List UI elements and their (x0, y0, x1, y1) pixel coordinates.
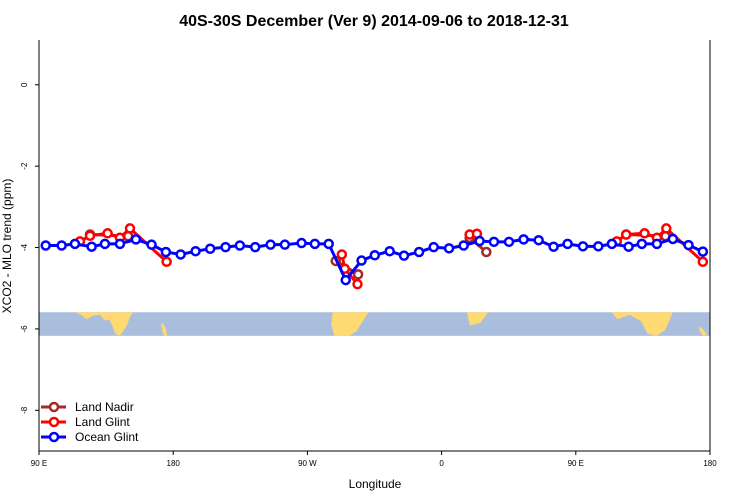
data-point (84, 230, 96, 241)
data-point (488, 236, 500, 248)
landmass (331, 312, 369, 336)
data-point (533, 234, 544, 246)
data-point (340, 274, 351, 286)
landmass (698, 326, 708, 336)
data-point (220, 241, 231, 253)
data-point (651, 238, 663, 250)
data-point (69, 238, 81, 250)
data-point (697, 246, 709, 257)
data-point (175, 249, 186, 260)
landmass (466, 312, 488, 326)
data-point (146, 239, 157, 250)
y-tick-label: 0 (20, 82, 29, 87)
data-point (309, 238, 321, 250)
data-point (384, 245, 395, 257)
data-point (296, 237, 307, 249)
data-point (503, 236, 515, 248)
data-point (518, 234, 529, 245)
data-point (130, 234, 142, 245)
y-tick-label: -6 (20, 325, 29, 333)
data-point (661, 223, 672, 234)
data-point (124, 223, 136, 234)
data-point (481, 246, 492, 258)
data-point (161, 256, 172, 268)
data-point (160, 246, 172, 258)
x-tick-label: 90 E (568, 459, 584, 468)
data-point (356, 255, 367, 266)
legend-marker (48, 401, 60, 413)
data-point (606, 238, 618, 250)
data-point (577, 241, 589, 252)
legend-marker (48, 431, 60, 443)
landmass (161, 322, 168, 336)
x-axis-label: Longitude (349, 477, 402, 491)
data-point (352, 278, 363, 290)
data-point (593, 241, 604, 252)
data-point (352, 269, 364, 280)
x-tick-label: 90 W (298, 459, 317, 468)
data-point (443, 243, 455, 254)
data-point (639, 228, 650, 239)
y-tick-label: -8 (20, 406, 29, 414)
data-point (413, 246, 425, 258)
data-point (86, 241, 97, 252)
x-tick-label: 180 (703, 459, 717, 468)
chart-title: 40S-30S December (Ver 9) 2014-09-06 to 2… (179, 13, 569, 30)
data-point (114, 238, 126, 250)
data-point (323, 238, 334, 250)
axes: 90 E 180 90 W 0 90 E 180 0 -2 -4 -6 -8 (20, 40, 717, 468)
series-layer (40, 223, 709, 290)
data-point (562, 238, 573, 250)
x-tick-label: 0 (439, 459, 444, 468)
data-point (265, 239, 276, 250)
data-point (398, 250, 410, 261)
x-tick-label: 90 E (31, 459, 47, 468)
data-point (204, 243, 216, 255)
data-point (190, 245, 201, 257)
data-point (548, 241, 559, 252)
series-ocean-glint (40, 233, 709, 286)
data-point (623, 241, 634, 252)
ocean-band (39, 312, 710, 336)
landmass (611, 312, 673, 336)
data-point (336, 249, 348, 260)
data-point (683, 239, 694, 251)
landmass (74, 312, 133, 336)
y-axis-label: XCO2 - MLO trend (ppm) (0, 179, 14, 314)
y-tick-label: -4 (20, 243, 29, 251)
legend-label: Land Nadir (75, 400, 134, 414)
data-point (56, 240, 67, 251)
y-tick-label: -2 (20, 162, 29, 170)
data-point (636, 238, 648, 250)
legend-marker (48, 416, 60, 428)
data-point (458, 240, 469, 251)
data-point (369, 250, 381, 261)
data-point (474, 235, 485, 247)
data-point (620, 229, 632, 240)
data-point (40, 240, 51, 251)
data-point (99, 238, 111, 250)
legend-label: Land Glint (75, 415, 130, 429)
data-point (249, 241, 261, 253)
data-point (234, 240, 246, 251)
series-land-glint (74, 223, 709, 290)
data-point (279, 239, 291, 250)
data-point (102, 228, 113, 239)
x-tick-label: 180 (167, 459, 181, 468)
data-point (697, 256, 709, 268)
data-point (428, 241, 439, 253)
data-point (667, 233, 679, 245)
legend-label: Ocean Glint (75, 430, 139, 444)
land-band (39, 312, 710, 336)
